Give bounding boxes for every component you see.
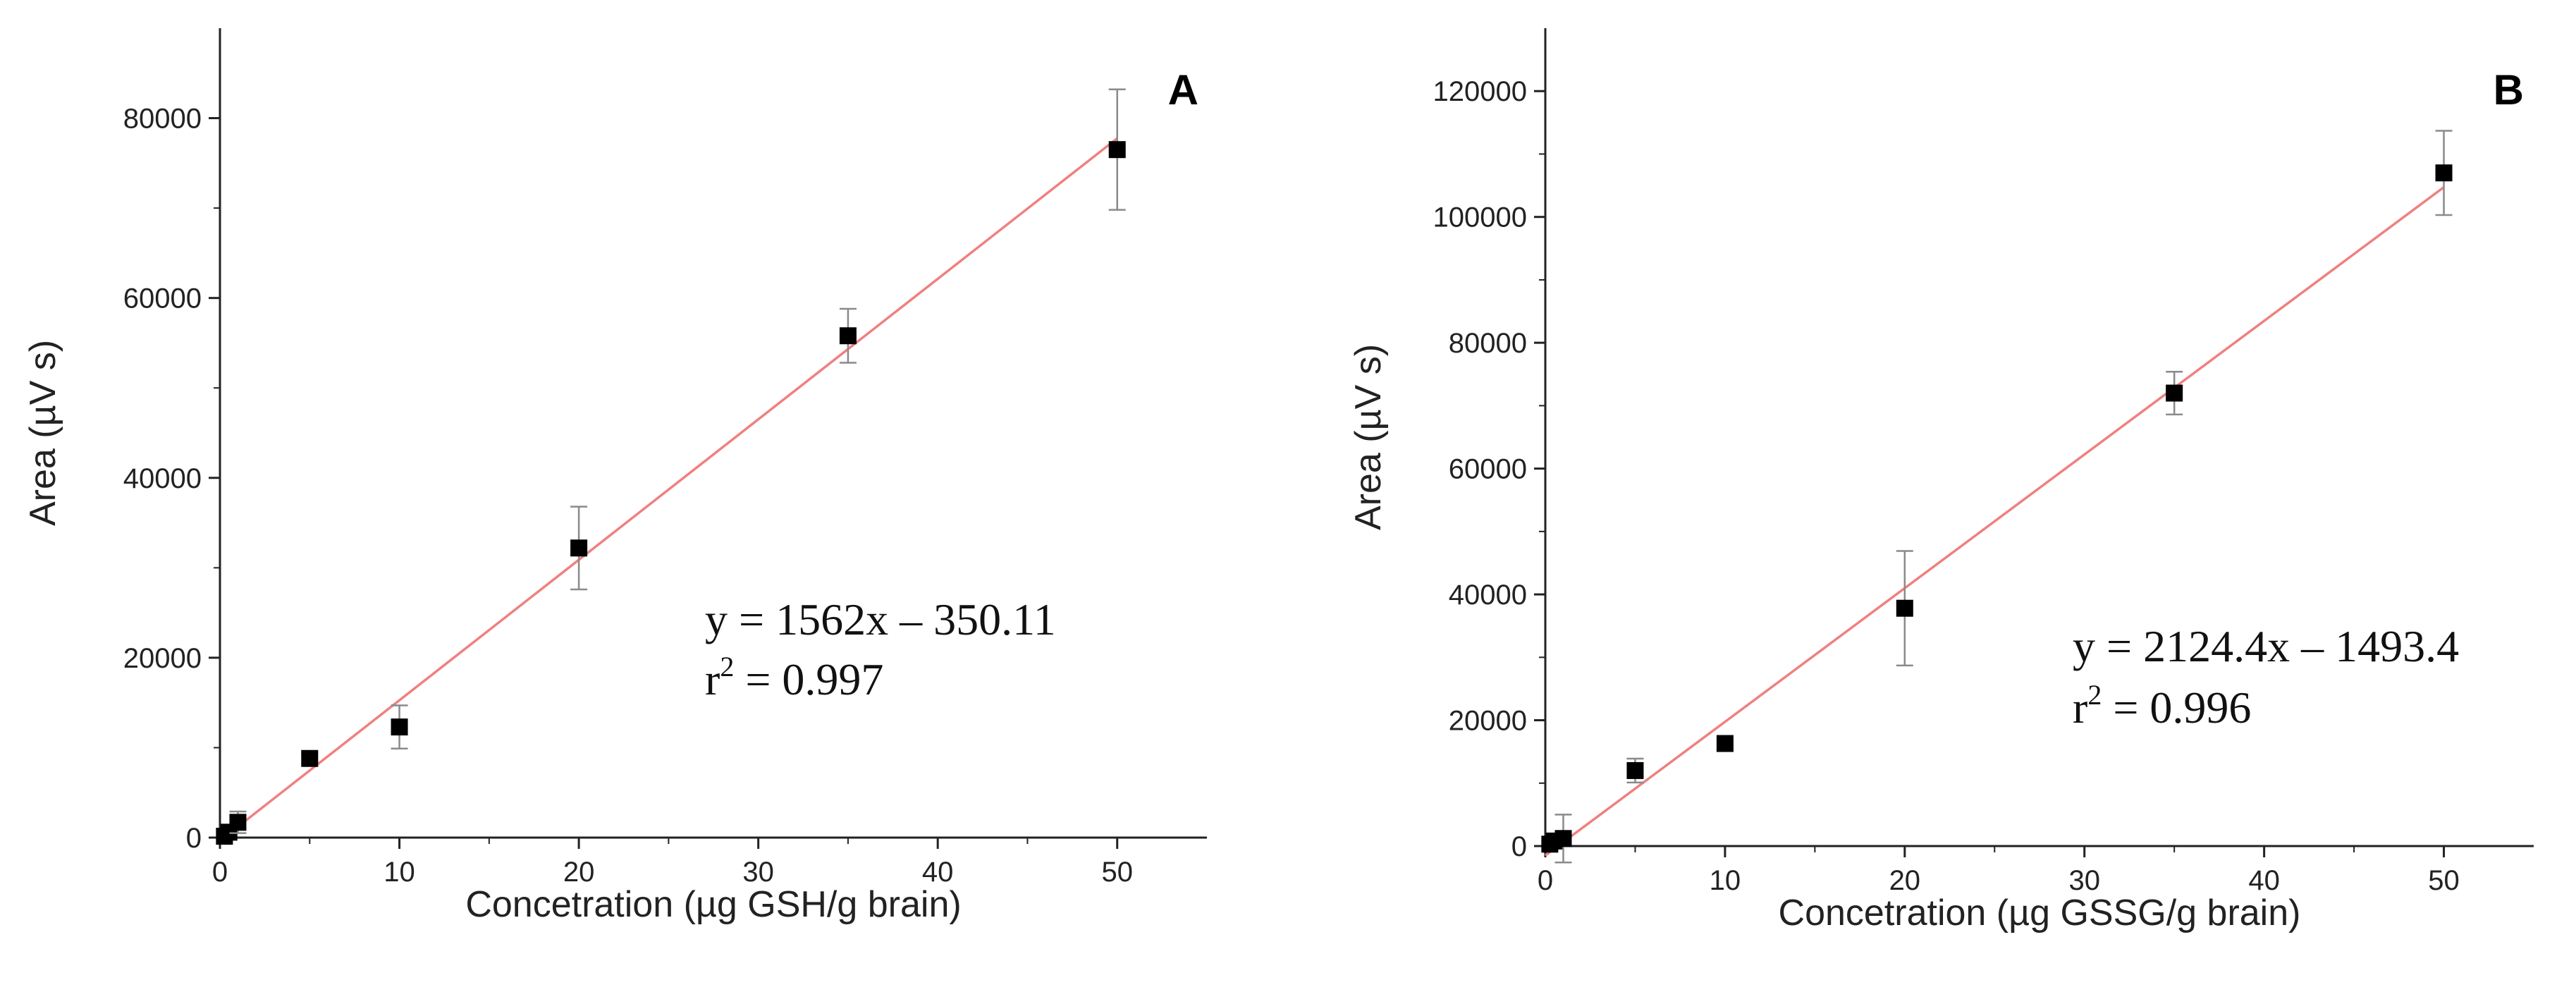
data-point xyxy=(1554,830,1572,847)
y-tick-label: 80000 xyxy=(123,104,202,135)
r-squared: r2 = 0.996 xyxy=(2073,679,2251,733)
x-tick-label: 10 xyxy=(1710,865,1741,896)
x-tick-label: 0 xyxy=(212,857,228,888)
data-point xyxy=(391,718,408,736)
r-squared-value: = 0.997 xyxy=(734,654,883,704)
x-axis-label: Concetration (µg GSH/g brain) xyxy=(465,884,961,925)
x-tick-label: 50 xyxy=(2428,865,2460,896)
fit-equation: y = 2124.4x – 1493.4 xyxy=(2073,621,2459,671)
fit-line xyxy=(219,137,1118,842)
data-point xyxy=(839,327,857,345)
y-tick-label: 0 xyxy=(186,823,202,854)
panel-label: A xyxy=(1168,66,1198,114)
y-tick-label: 120000 xyxy=(1433,76,1527,107)
x-tick-label: 40 xyxy=(922,857,954,888)
chart-b: 0 10 20 30 40 50 0 20000 40000 60000 80000 100000 12… xyxy=(1348,28,2534,933)
fit-line xyxy=(1544,186,2445,857)
x-tick-label: 10 xyxy=(384,857,415,888)
x-tick-label: 40 xyxy=(2248,865,2280,896)
r-squared-value: = 0.996 xyxy=(2102,682,2251,733)
data-point xyxy=(570,539,588,557)
y-tick-label: 80000 xyxy=(1449,328,1527,359)
y-tick-label: 40000 xyxy=(123,463,202,494)
y-tick-label: 0 xyxy=(1511,831,1527,862)
data-point xyxy=(1626,761,1644,779)
chart-a: 0 10 20 30 40 50 0 20000 40000 60000 80000 Concetra… xyxy=(23,28,1207,925)
x-tick-label: 30 xyxy=(2068,865,2100,896)
x-tick-label: 30 xyxy=(742,857,774,888)
x-tick-label: 20 xyxy=(563,857,595,888)
data-point xyxy=(229,814,247,831)
y-tick-label: 60000 xyxy=(123,283,202,314)
y-axis-label: Area (µV s) xyxy=(1348,344,1389,530)
r-squared: r2 = 0.997 xyxy=(705,651,883,704)
data-point xyxy=(2166,384,2183,402)
y-tick-label: 60000 xyxy=(1449,454,1527,485)
y-tick-label: 100000 xyxy=(1433,202,1527,233)
y-tick-label: 20000 xyxy=(123,643,202,674)
x-tick-label: 20 xyxy=(1889,865,1921,896)
data-point xyxy=(1716,735,1734,752)
data-point xyxy=(301,749,319,767)
y-axis-label: Area (µV s) xyxy=(23,340,63,526)
r-squared-exponent: 2 xyxy=(2087,679,2102,711)
x-tick-label: 0 xyxy=(1538,865,1553,896)
x-tick-label: 50 xyxy=(1101,857,1133,888)
r-squared-exponent: 2 xyxy=(720,651,734,682)
x-axis-label: Concetration (µg GSSG/g brain) xyxy=(1779,893,2301,933)
data-point xyxy=(1108,141,1126,159)
y-tick-label: 20000 xyxy=(1449,706,1527,737)
y-tick-label: 40000 xyxy=(1449,580,1527,611)
fit-equation: y = 1562x – 350.11 xyxy=(705,594,1056,644)
data-point xyxy=(2435,164,2453,182)
r-squared-symbol: r xyxy=(705,654,720,704)
r-squared-symbol: r xyxy=(2073,682,2087,733)
data-point xyxy=(1896,599,1913,617)
panel-label: B xyxy=(2494,66,2524,114)
